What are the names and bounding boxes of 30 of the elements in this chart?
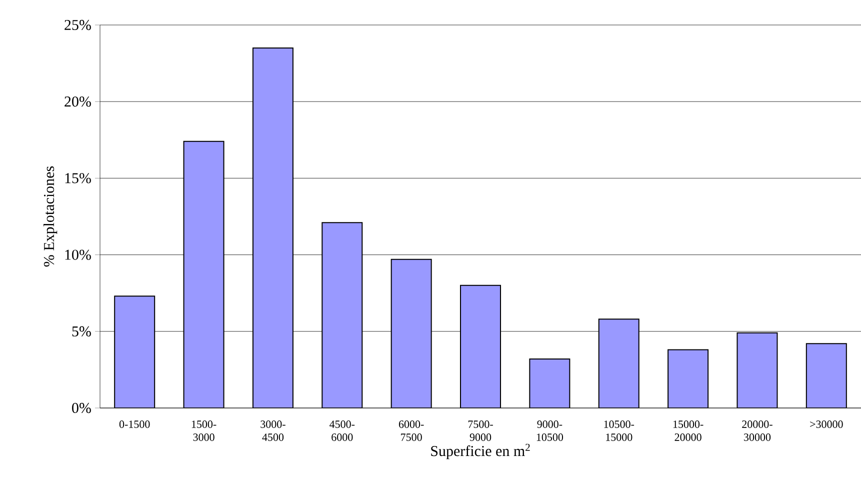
x-tick-label: 15000-20000: [673, 420, 704, 441]
bar: [322, 222, 363, 408]
x-tick-label: 7500-9000: [468, 420, 493, 441]
x-tick-label: 1500-3000: [192, 420, 216, 441]
x-tick-label: 6000-7500: [398, 420, 424, 441]
x-tick-label: 4500-6000: [330, 420, 355, 441]
y-tick-label: 0%: [72, 402, 91, 414]
x-tick-label: 20000-30000: [742, 420, 772, 441]
y-tick-label: 20%: [64, 96, 91, 107]
y-tick-label: 5%: [72, 326, 91, 336]
y-axis-title: % Explotaciones: [44, 166, 58, 267]
bar: [460, 284, 502, 408]
bar: [598, 318, 640, 408]
y-tick-label: 10%: [65, 250, 91, 260]
y-tick-label: 25%: [64, 20, 91, 30]
bar: [252, 47, 294, 408]
x-tick-label: >30000: [810, 420, 843, 428]
x-axis-title: Superficie en m$^{2}$: [431, 444, 530, 460]
bar: [668, 349, 709, 408]
y-tick-label: 15%: [65, 173, 91, 184]
x-tick-label: 9000-10500: [536, 420, 564, 441]
bar: [806, 343, 847, 408]
x-tick-label: 10500-15000: [604, 420, 634, 441]
bar: [529, 358, 570, 408]
bar: [736, 332, 778, 408]
bar: [390, 258, 432, 408]
x-tick-label: 0-1500: [119, 420, 150, 428]
bar: [184, 141, 224, 408]
x-tick-label: 3000-4500: [260, 420, 286, 441]
bar: [114, 296, 156, 408]
